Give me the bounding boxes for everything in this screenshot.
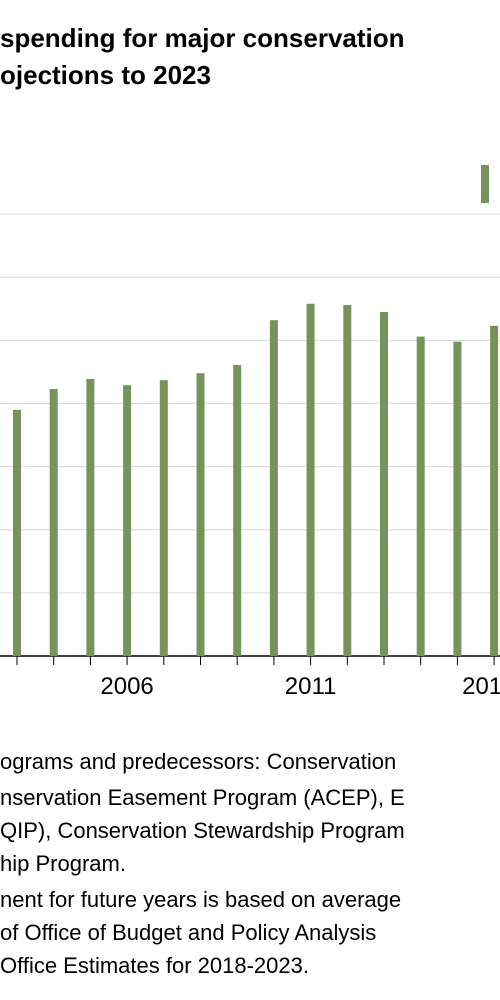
bar [49, 388, 58, 656]
legend-swatch [481, 165, 489, 203]
bar [196, 373, 205, 656]
chart-title: spending for major conservation [0, 23, 405, 53]
bar [159, 380, 168, 656]
bar [13, 409, 21, 656]
chart-title: ojections to 2023 [0, 60, 211, 90]
bar [343, 305, 352, 656]
x-tick-label: 201 [462, 673, 500, 700]
note: Office Estimates for 2018-2023. [0, 953, 309, 978]
bar [453, 341, 462, 656]
x-tick-label: 2011 [285, 673, 337, 700]
note: nservation Easement Program (ACEP), E [0, 785, 405, 810]
bar [233, 364, 242, 656]
note: QIP), Conservation Stewardship Program [0, 818, 405, 843]
bar [416, 336, 425, 656]
x-tick-label: 2006 [100, 673, 153, 700]
note: nent for future years is based on averag… [0, 887, 401, 912]
bar [380, 311, 388, 656]
bar [269, 320, 278, 656]
bar [123, 385, 132, 656]
bar [86, 378, 95, 656]
note: hip Program. [0, 851, 126, 876]
bar [306, 303, 315, 656]
note: of Office of Budget and Policy Analysis [0, 920, 376, 945]
bar [490, 325, 499, 656]
note: ograms and predecessors: Conservation [0, 749, 396, 774]
